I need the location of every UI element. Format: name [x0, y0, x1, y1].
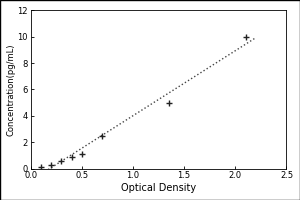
- X-axis label: Optical Density: Optical Density: [121, 183, 196, 193]
- Point: [243, 35, 248, 38]
- Point: [80, 152, 84, 156]
- Point: [167, 101, 171, 104]
- Point: [49, 163, 53, 166]
- Y-axis label: Concentration(pg/mL): Concentration(pg/mL): [7, 43, 16, 136]
- Point: [38, 166, 43, 169]
- Point: [69, 155, 74, 158]
- Point: [59, 160, 64, 163]
- Point: [100, 134, 105, 137]
